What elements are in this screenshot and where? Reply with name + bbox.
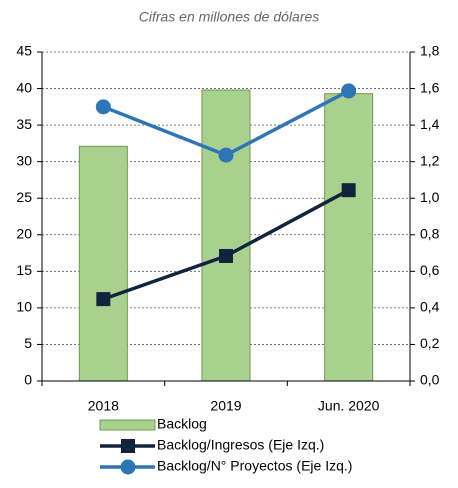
y-tick-label: 25: [16, 189, 32, 205]
chart-title: Cifras en millones de dólares: [139, 9, 320, 25]
y-tick-label: 10: [16, 299, 32, 315]
marker: [219, 248, 233, 263]
y2-tick-label: 0,4: [420, 299, 440, 315]
y2-tick-label: 0,0: [420, 372, 440, 388]
marker: [341, 183, 356, 198]
legend-marker: [120, 459, 136, 475]
legend-swatch: [99, 419, 156, 431]
y-tick-label: 30: [16, 152, 32, 168]
y2-tick-label: 1,6: [420, 79, 440, 95]
y2-tick-label: 1,8: [420, 43, 440, 59]
marker: [96, 292, 111, 307]
y2-tick-label: 0,6: [420, 262, 440, 278]
x-tick-label: 2018: [88, 398, 119, 414]
y-tick-label: 45: [16, 43, 32, 59]
legend-label: Backlog/Ingresos (Eje Izq.): [157, 437, 324, 453]
y-tick-label: 40: [16, 79, 32, 95]
marker: [341, 83, 357, 99]
legend-label: Backlog/N° Proyectos (Eje Izq.): [157, 458, 352, 474]
y-tick-label: 20: [16, 225, 32, 241]
bar: [78, 145, 128, 382]
bar: [201, 89, 251, 382]
y2-tick-label: 1,4: [420, 116, 440, 132]
y2-tick-label: 0,2: [420, 335, 440, 351]
y2-tick-label: 1,0: [420, 189, 440, 205]
y2-tick-label: 0,8: [420, 225, 440, 241]
x-tick-label: Jun. 2020: [318, 398, 380, 414]
legend-marker: [121, 439, 135, 453]
marker: [95, 99, 111, 115]
bar: [324, 93, 374, 382]
y-tick-label: 5: [24, 335, 32, 351]
y-tick-label: 15: [16, 262, 32, 278]
marker: [218, 147, 234, 163]
y-tick-label: 0: [24, 372, 32, 388]
x-tick-label: 2019: [210, 398, 241, 414]
legend-label: Backlog: [157, 416, 207, 432]
y-tick-label: 35: [16, 116, 32, 132]
y2-tick-label: 1,2: [420, 152, 440, 168]
